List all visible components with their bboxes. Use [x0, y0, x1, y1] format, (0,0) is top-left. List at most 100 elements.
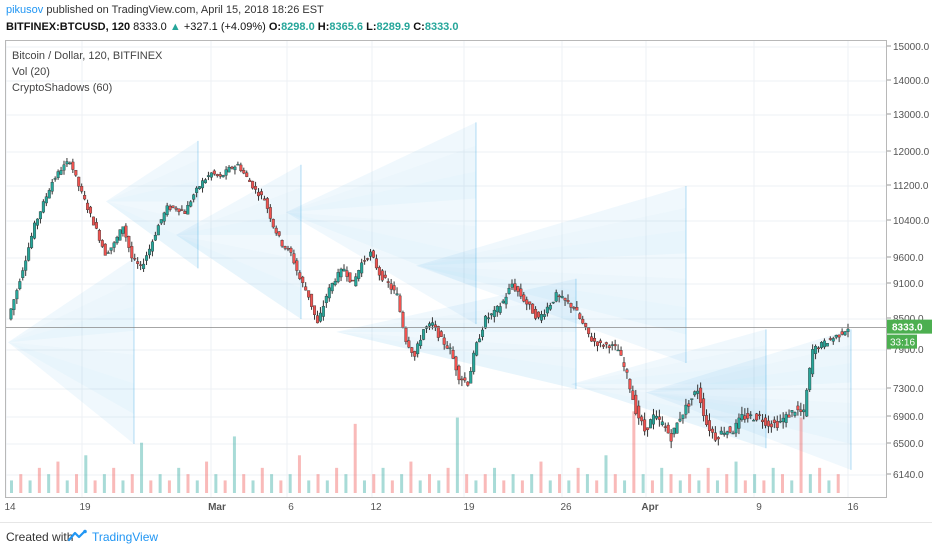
candle-body [307, 290, 311, 298]
price-change: +327.1 (+4.09%) [183, 21, 266, 33]
candle-body [528, 301, 532, 305]
candle-body [195, 187, 199, 193]
candle-body [209, 172, 213, 178]
candle-body [171, 205, 175, 208]
candle-body [18, 281, 22, 289]
candle-body [457, 365, 461, 381]
candle-body [451, 350, 455, 359]
candle-body [740, 414, 744, 421]
candle-body [186, 205, 190, 215]
volume-bar [19, 474, 23, 493]
shadow-fan [106, 201, 198, 245]
candle-body [27, 247, 31, 261]
candle-body [439, 331, 443, 337]
price-axis[interactable]: 15000.0 14000.0 13000.0 12000.0 11200.0 10400… [887, 40, 932, 498]
volume-bar [483, 474, 487, 493]
time-tick-label: Mar [208, 502, 226, 513]
volume-bar [818, 467, 822, 493]
change-arrow-icon: ▲ [169, 21, 181, 33]
candle-body [53, 178, 57, 180]
candle-body [846, 328, 850, 333]
footer: Created with TradingView [0, 522, 932, 551]
candle-body [68, 162, 72, 165]
candle-body [147, 248, 151, 256]
legend-volume[interactable]: Vol (20) [12, 66, 50, 78]
candle-body [584, 323, 588, 327]
shadow-fan [646, 392, 851, 424]
candle-body [168, 205, 172, 210]
candle-body [286, 248, 290, 250]
time-tick-label: 6 [288, 502, 294, 513]
candle-body [345, 270, 349, 277]
symbol-label[interactable]: BITFINEX:BTCUSD, 120 [6, 21, 131, 33]
candle-body [566, 300, 570, 303]
volume-bar [530, 474, 534, 493]
shadow-fan [176, 187, 301, 235]
candle-body [97, 230, 101, 241]
candle-body [118, 229, 122, 241]
candle-body [369, 251, 373, 257]
candle-body [755, 413, 759, 421]
candle-body [466, 381, 470, 386]
candle-body [103, 243, 107, 256]
candle-body [545, 306, 549, 314]
volume-bar [827, 480, 831, 493]
candle-body [489, 313, 493, 316]
candle-body [427, 323, 431, 327]
price-tick-label: 7900.0 [893, 345, 924, 356]
volume-bar [660, 467, 664, 493]
candle-body [109, 247, 113, 251]
candle-body [180, 209, 184, 211]
shadow-fan [8, 258, 134, 343]
candle-body [819, 342, 823, 348]
candle-body [448, 347, 452, 350]
legend-title[interactable]: Bitcoin / Dollar, 120, BITFINEX [12, 50, 163, 62]
candle-body [811, 349, 815, 375]
tradingview-logo-icon[interactable] [67, 529, 88, 548]
candle-body [257, 191, 261, 197]
price-plot[interactable] [6, 41, 886, 497]
volume-bar [260, 467, 264, 493]
candle-body [666, 424, 670, 434]
volume-bar [10, 480, 13, 493]
shadow-fan [106, 201, 198, 223]
open-label: O: [268, 21, 282, 33]
candle-body [192, 194, 196, 200]
shadow-fan [336, 278, 576, 332]
candle-body [153, 235, 157, 241]
candle-body [525, 299, 529, 305]
candle-body [21, 270, 25, 278]
volume-bar [428, 474, 431, 493]
volume-bar [446, 467, 450, 493]
candle-body [569, 303, 573, 308]
candle-body [590, 336, 594, 342]
tradingview-brand-link[interactable]: TradingView [92, 530, 159, 544]
candle-body [150, 241, 154, 252]
volume-bar [362, 480, 366, 493]
volume-bar [390, 480, 394, 493]
candle-body [50, 181, 54, 192]
candle-body [254, 186, 258, 190]
candle-body [598, 340, 602, 344]
candle-body [366, 258, 370, 260]
candle-body [542, 314, 546, 317]
candle-body [121, 226, 125, 234]
candle-body [198, 186, 202, 189]
candle-body [563, 297, 567, 301]
time-axis[interactable]: 14 19 Mar 6 12 19 26 Apr 9 16 [5, 498, 887, 514]
legend-indicator[interactable]: CryptoShadows (60) [12, 82, 113, 94]
candle-body [763, 417, 767, 426]
candle-body [389, 283, 393, 290]
candle-body [537, 311, 541, 318]
candle-body [292, 253, 296, 264]
candle-body [607, 345, 611, 349]
candle-body [705, 415, 709, 425]
author-link[interactable]: pikusov [6, 4, 44, 16]
candle-body [834, 335, 838, 338]
candle-body [640, 416, 644, 422]
volume-bar [613, 474, 617, 493]
chart-pane[interactable] [5, 40, 887, 498]
volume-bar [799, 417, 803, 493]
candle-body [156, 225, 160, 236]
volume-bar [790, 480, 794, 493]
